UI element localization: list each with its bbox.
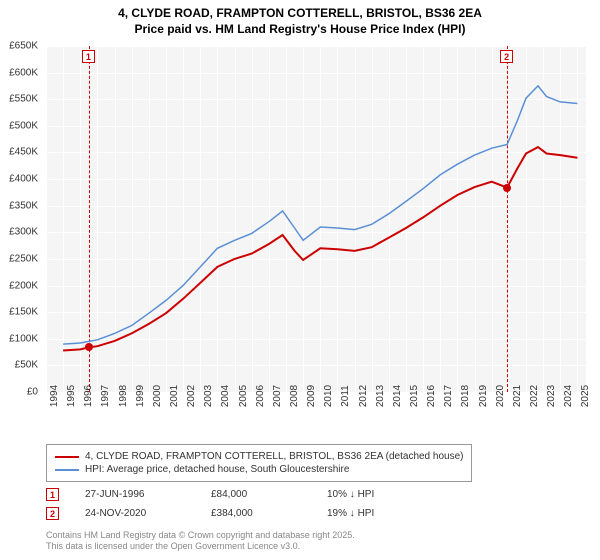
y-axis-label: £200K — [0, 280, 38, 291]
legend-label: 4, CLYDE ROAD, FRAMPTON COTTERELL, BRIST… — [85, 451, 463, 462]
x-axis-label: 1995 — [66, 385, 77, 407]
data-pct: 19% ↓ HPI — [327, 508, 387, 519]
legend: 4, CLYDE ROAD, FRAMPTON COTTERELL, BRIST… — [46, 444, 472, 482]
data-price: £384,000 — [211, 508, 301, 519]
x-axis-label: 2013 — [375, 385, 386, 407]
x-axis-label: 2002 — [186, 385, 197, 407]
x-axis-label: 2021 — [512, 385, 523, 407]
x-axis-label: 2004 — [220, 385, 231, 407]
y-axis-label: £500K — [0, 120, 38, 131]
x-axis-label: 2010 — [323, 385, 334, 407]
x-axis-label: 2017 — [443, 385, 454, 407]
legend-label: HPI: Average price, detached house, Sout… — [85, 464, 349, 475]
x-axis-label: 2003 — [203, 385, 214, 407]
data-date: 27-JUN-1996 — [85, 489, 185, 500]
y-axis-label: £550K — [0, 94, 38, 105]
footer-line-1: Contains HM Land Registry data © Crown c… — [46, 530, 355, 541]
y-axis-label: £250K — [0, 253, 38, 264]
footer-line-2: This data is licensed under the Open Gov… — [46, 541, 355, 552]
y-axis-label: £600K — [0, 67, 38, 78]
x-axis-label: 2014 — [392, 385, 403, 407]
y-axis-label: £100K — [0, 333, 38, 344]
y-axis-label: £300K — [0, 227, 38, 238]
data-price: £84,000 — [211, 489, 301, 500]
legend-item: 4, CLYDE ROAD, FRAMPTON COTTERELL, BRIST… — [55, 450, 463, 463]
x-axis-label: 1994 — [49, 385, 60, 407]
x-axis-label: 2022 — [529, 385, 540, 407]
chart-title: 4, CLYDE ROAD, FRAMPTON COTTERELL, BRIST… — [0, 0, 600, 41]
x-axis-label: 2007 — [272, 385, 283, 407]
x-axis-label: 2012 — [358, 385, 369, 407]
x-axis-label: 2024 — [563, 385, 574, 407]
title-line-2: Price paid vs. HM Land Registry's House … — [0, 22, 600, 38]
x-axis-label: 2008 — [289, 385, 300, 407]
y-axis-label: £650K — [0, 41, 38, 52]
series-hpi — [63, 86, 577, 344]
x-axis-label: 1997 — [100, 385, 111, 407]
x-axis-label: 2020 — [495, 385, 506, 407]
x-axis-label: 2023 — [546, 385, 557, 407]
data-point-rows: 1 27-JUN-1996 £84,000 10% ↓ HPI 2 24-NOV… — [46, 488, 387, 526]
x-axis-label: 1999 — [135, 385, 146, 407]
x-axis-label: 2016 — [426, 385, 437, 407]
data-row: 2 24-NOV-2020 £384,000 19% ↓ HPI — [46, 507, 387, 520]
x-axis-label: 2009 — [306, 385, 317, 407]
marker-badge: 2 — [46, 507, 59, 520]
x-axis-label: 2019 — [478, 385, 489, 407]
x-axis-label: 2025 — [580, 385, 591, 407]
chart-lines — [46, 46, 586, 392]
x-axis-label: 2000 — [152, 385, 163, 407]
legend-swatch — [55, 456, 79, 458]
x-axis-label: 2005 — [238, 385, 249, 407]
x-axis-label: 2001 — [169, 385, 180, 407]
x-axis-label: 2018 — [460, 385, 471, 407]
y-axis-label: £400K — [0, 174, 38, 185]
y-axis-label: £0 — [0, 387, 38, 398]
y-axis-label: £450K — [0, 147, 38, 158]
legend-item: HPI: Average price, detached house, Sout… — [55, 463, 463, 476]
y-axis-label: £350K — [0, 200, 38, 211]
marker-badge: 1 — [46, 488, 59, 501]
y-axis-label: £50K — [0, 360, 38, 371]
chart-area: 12 £0£50K£100K£150K£200K£250K£300K£350K£… — [46, 46, 586, 416]
x-axis-label: 2011 — [340, 385, 351, 407]
title-line-1: 4, CLYDE ROAD, FRAMPTON COTTERELL, BRIST… — [0, 6, 600, 22]
x-axis-label: 1996 — [83, 385, 94, 407]
x-axis-label: 1998 — [118, 385, 129, 407]
data-pct: 10% ↓ HPI — [327, 489, 387, 500]
data-row: 1 27-JUN-1996 £84,000 10% ↓ HPI — [46, 488, 387, 501]
x-axis-label: 2015 — [409, 385, 420, 407]
footer-attribution: Contains HM Land Registry data © Crown c… — [46, 530, 355, 552]
x-axis-label: 2006 — [255, 385, 266, 407]
legend-swatch — [55, 469, 79, 471]
y-axis-label: £150K — [0, 307, 38, 318]
data-date: 24-NOV-2020 — [85, 508, 185, 519]
